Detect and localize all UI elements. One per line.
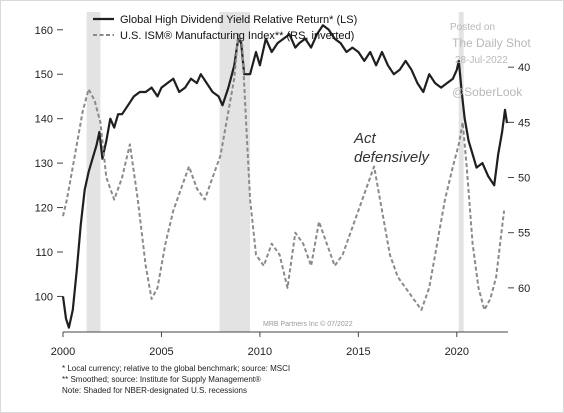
recession-shading [86,12,464,332]
x-tick-label-2010: 2010 [248,346,272,358]
series-line-dividend [61,24,509,329]
annotation: Act defensively [353,130,431,166]
footnote-1: * Local currency; relative to the global… [62,364,290,373]
x-tick-label-2020: 2020 [445,346,469,358]
left-tick-label-160: 160 [35,25,53,37]
legend-label-dividend: Global High Dividend Yield Relative Retu… [120,14,357,26]
left-tick-label-130: 130 [35,158,53,170]
right-tick-label-50: 50 [518,173,530,185]
source-credit: MRB Partners Inc © 07/2022 [263,320,353,328]
left-tick-label-120: 120 [35,203,53,215]
watermark-posted: Posted on [450,22,495,33]
legend-label-ism: U.S. ISM® Manufacturing Index** (RS, inv… [120,30,354,42]
right-tick-label-40: 40 [518,62,530,74]
series-line-ism [62,33,506,311]
left-tick-label-110: 110 [35,247,53,259]
annotation-line-1: Act [353,130,377,147]
right-axis: 40 45 50 55 60 [508,62,530,295]
watermark-handle: @SoberLook [452,85,523,99]
x-axis: 2000 2005 2010 2015 2020 [51,331,508,358]
x-tick-label-2005: 2005 [149,346,173,358]
recession-band-2 [458,12,464,332]
right-tick-label-60: 60 [518,283,530,295]
watermark-date: 28-Jul-2022 [455,55,508,66]
left-axis: 100 110 120 130 140 150 160 [35,25,63,303]
footnote-2: ** Smoothed; source: Institute for Suppl… [62,375,261,384]
left-tick-label-150: 150 [35,69,53,81]
right-tick-label-55: 55 [518,228,530,240]
x-tick-label-2015: 2015 [346,346,370,358]
footnotes: * Local currency; relative to the global… [62,364,290,395]
left-tick-label-100: 100 [35,291,53,303]
series-lines [61,24,509,329]
footnote-3: Note: Shaded for NBER-designated U.S. re… [62,386,247,395]
x-tick-label-2000: 2000 [51,346,75,358]
annotation-line-2: defensively [354,149,431,166]
watermark-site: The Daily Shot [452,36,531,50]
right-tick-label-45: 45 [518,117,530,129]
legend: Global High Dividend Yield Relative Retu… [93,14,357,42]
left-tick-label-140: 140 [35,114,53,126]
